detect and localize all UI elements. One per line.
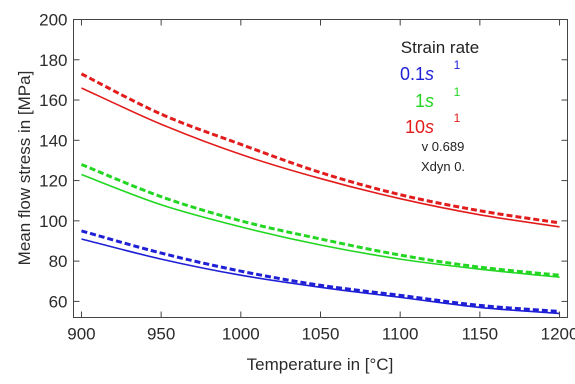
y-tick-label: 140 [39,131,67,150]
legend-entry-exponent: 1 [454,111,461,125]
legend-entry-exponent: 1 [454,58,461,72]
legend-title: Strain rate [401,38,479,57]
axis-ticks: 900 950 1000 1050 1100 1150 120060801001201401… [39,11,575,344]
series-line-10-dashed [80,72,560,225]
x-tick-label: 1150 [462,325,499,344]
x-tick-label: 950 [147,325,175,344]
series-line-1-solid [81,173,560,279]
plot-frame [73,19,568,318]
legend-entry-exponent: 1 [454,85,461,99]
y-tick-label: 100 [39,212,67,231]
y-tick-label: 200 [39,11,67,30]
y-tick-label: 80 [49,252,68,271]
y-tick-label: 180 [39,51,67,70]
x-tick-label: 1000 [222,325,260,344]
x-tick-label: 1100 [382,325,419,344]
x-axis-title: Temperature in [°C] [247,355,394,374]
legend-entry: 1s [415,91,434,111]
y-tick-label: 120 [39,172,67,191]
x-tick-label: 900 [67,325,95,344]
series-line-0p1-solid [81,238,560,315]
series-line-0p1-dashed [81,229,560,313]
y-tick-label: 160 [39,91,67,110]
series-line-10-solid [81,87,560,228]
legend-entry: 10s [405,117,434,137]
y-tick-label: 60 [49,292,68,311]
legend: Strain rate 0.1s 1 1s 1 10s 1 v 0.689 Xdyn 0. [400,38,479,174]
legend-parameter: Xdyn 0. [421,159,465,174]
series-line-1-dashed [80,163,560,277]
y-axis-title: Mean flow stress in [MPa] [15,71,34,266]
series-curves [80,72,560,315]
legend-entry: 0.1s [400,64,434,84]
x-tick-label: 1050 [302,325,340,344]
x-tick-label: 1200 [541,325,575,344]
legend-parameter: v 0.689 [422,139,465,154]
